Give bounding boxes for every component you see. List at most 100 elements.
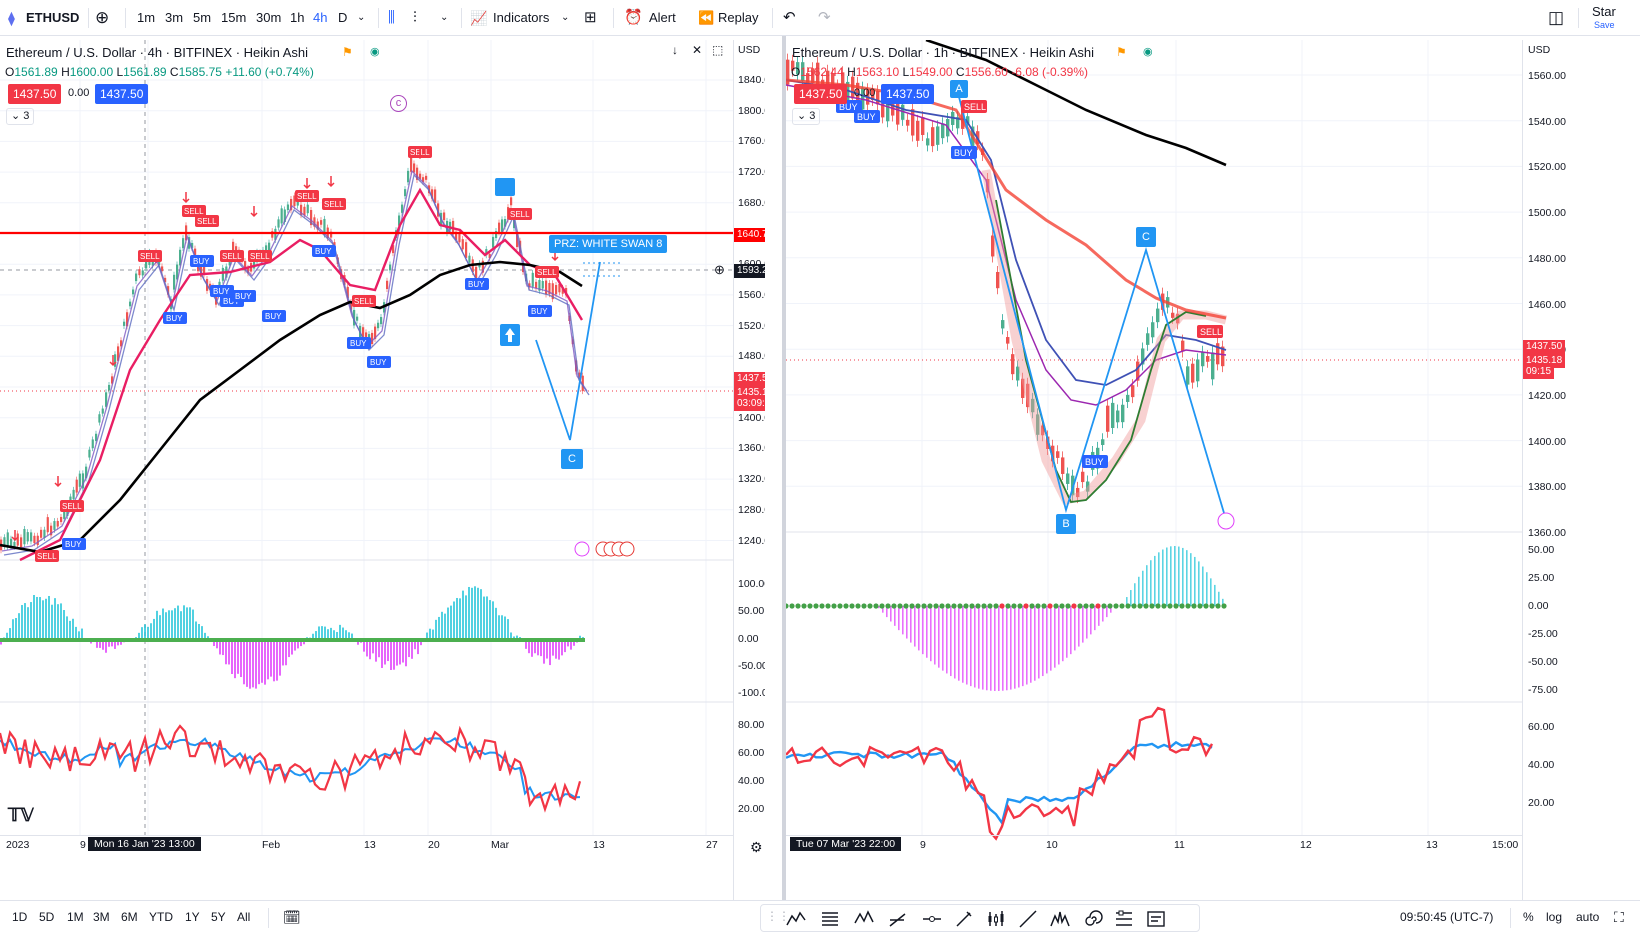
candle-body <box>791 60 795 71</box>
interval-1h[interactable]: 1h <box>290 10 305 25</box>
zero-dot <box>1041 603 1047 609</box>
histogram-bar <box>1134 583 1136 606</box>
candle-body <box>386 280 389 290</box>
tradingview-logo-icon[interactable]: 𝕋𝕍 <box>8 805 34 825</box>
alert-clock-icon[interactable]: ⏰ <box>624 9 643 26</box>
ma-band-glow <box>981 169 1228 506</box>
candle-body <box>1156 308 1160 323</box>
range-3m[interactable]: 3M <box>93 910 110 924</box>
buy-price-button[interactable]: 1437.50 <box>95 84 149 104</box>
star-label[interactable]: Star <box>1592 4 1616 19</box>
maximize-icon[interactable]: ⬚ <box>712 43 724 57</box>
candle-body <box>50 525 53 536</box>
fib-spiral-icon[interactable] <box>1081 908 1103 930</box>
layout-grid-icon[interactable]: ⊞ <box>584 9 597 26</box>
sell-price-button[interactable]: 1437.50 <box>8 84 62 104</box>
range-5y[interactable]: 5Y <box>211 910 226 924</box>
histogram-bar <box>189 607 191 640</box>
redo-icon[interactable]: ↷ <box>818 9 831 26</box>
candle-body <box>271 231 274 238</box>
sell-marker <box>60 500 84 512</box>
interval-5m[interactable]: 5m <box>193 10 212 25</box>
settings-gear-icon[interactable]: ⚙ <box>750 839 763 855</box>
head-shoulders-icon[interactable] <box>1049 908 1071 930</box>
elliott-wave-icon[interactable] <box>785 908 807 930</box>
chevron-down-icon[interactable]: ⌄ <box>561 12 570 23</box>
crosshair-add-icon[interactable]: ⊕ <box>714 262 725 277</box>
pane-divider[interactable] <box>782 36 786 900</box>
range-1y[interactable]: 1Y <box>185 910 200 924</box>
percent-toggle[interactable]: % <box>1523 910 1534 924</box>
bars-style-icon[interactable]: ⫼ <box>388 9 395 26</box>
interval-1m[interactable]: 1m <box>137 10 156 25</box>
histogram-bar <box>1006 606 1008 691</box>
histogram-bar <box>435 619 437 640</box>
log-toggle[interactable]: log <box>1546 910 1563 924</box>
trend-angle-icon[interactable] <box>887 908 909 930</box>
interval-15m[interactable]: 15m <box>221 10 247 25</box>
replay-button[interactable]: Replay <box>718 10 759 25</box>
interval-3m[interactable]: 3m <box>165 10 184 25</box>
candles-style-icon[interactable]: ⫶ <box>413 9 417 26</box>
right-chart-pane[interactable]: SELL SELL BUY BUY BUY BUY Ethereum / U.S. Dol… <box>786 40 1640 900</box>
interval-30m[interactable]: 30m <box>256 10 282 25</box>
indicators-button[interactable]: Indicators <box>493 10 550 25</box>
down-arrow-icon <box>182 192 190 204</box>
range-5d[interactable]: 5D <box>39 910 55 924</box>
drag-handle-icon[interactable]: ⋮⋮ <box>766 909 790 923</box>
save-button[interactable]: Save <box>1594 20 1615 30</box>
histogram-bar <box>243 640 245 685</box>
range-ytd[interactable]: YTD <box>149 910 173 924</box>
trend-line-icon[interactable] <box>1017 908 1039 930</box>
left-price-axis[interactable] <box>733 40 765 900</box>
position-icon[interactable] <box>1113 908 1135 930</box>
replay-icon[interactable]: ⏪ <box>698 10 715 25</box>
fib-retracement-icon[interactable] <box>819 908 841 930</box>
interval-4h[interactable]: 4h <box>313 10 328 25</box>
clock-label[interactable]: 09:50:45 (UTC-7) <box>1400 910 1494 924</box>
panel-toggle-icon[interactable]: ◫ <box>1548 8 1565 27</box>
forecast-icon[interactable] <box>1145 908 1167 930</box>
buy-price-button[interactable]: 1437.50 <box>881 84 935 104</box>
date-range-icon[interactable]: 🗓 <box>283 909 301 925</box>
alert-button[interactable]: Alert <box>649 10 676 25</box>
pen-icon[interactable] <box>953 908 975 930</box>
buy-marker-text: BUY <box>350 339 367 348</box>
candle-body <box>504 219 507 227</box>
chevron-down-icon[interactable]: ⌄ <box>440 12 449 23</box>
auto-toggle[interactable]: auto <box>1576 910 1600 924</box>
chevron-down-icon[interactable]: ⌄ <box>357 12 366 23</box>
fullscreen-icon[interactable]: ⛶ <box>1614 909 1624 925</box>
right-currency-label[interactable]: USD <box>1528 44 1551 56</box>
range-all[interactable]: All <box>237 910 251 924</box>
xabcd-pattern-icon[interactable] <box>853 908 875 930</box>
range-1d[interactable]: 1D <box>12 910 28 924</box>
range-1m[interactable]: 1M <box>67 910 84 924</box>
undo-icon[interactable]: ↶ <box>783 9 796 26</box>
sell-marker-text: SELL <box>964 102 986 112</box>
left-chart-pane[interactable]: SELL SELL SELL SELL SELL SELL SELL SELL SELL SELL… <box>0 40 765 900</box>
candles-pattern-icon[interactable] <box>985 908 1007 930</box>
histogram-bar <box>0 640 2 645</box>
flag-icon[interactable]: ⚑ <box>342 45 353 59</box>
flag-icon[interactable]: ⚑ <box>1116 45 1127 59</box>
histogram-bar <box>1138 576 1140 606</box>
range-6m[interactable]: 6M <box>121 910 138 924</box>
osc1-tick-label: 50.00 <box>1528 544 1555 556</box>
symbol-search[interactable]: ETHUSD <box>26 10 80 25</box>
right-price-axis[interactable] <box>1522 40 1640 900</box>
left-currency-label[interactable]: USD <box>738 44 761 56</box>
collapsed-indicators-toggle[interactable]: ⌄ 3 <box>792 108 821 125</box>
indicators-icon[interactable]: 📈 <box>470 10 488 26</box>
sell-marker-text: SELL <box>197 217 217 226</box>
interval-d[interactable]: D <box>338 10 348 25</box>
close-icon[interactable]: ✕ <box>692 43 703 57</box>
compare-add-icon[interactable]: ⊕ <box>95 8 110 27</box>
scroll-down-icon[interactable]: ↓ <box>672 43 678 57</box>
candle-body <box>75 479 78 493</box>
horizontal-ray-icon[interactable] <box>921 908 943 930</box>
sell-price-button[interactable]: 1437.50 <box>794 84 848 104</box>
collapsed-indicators-toggle[interactable]: ⌄ 3 <box>6 108 35 125</box>
